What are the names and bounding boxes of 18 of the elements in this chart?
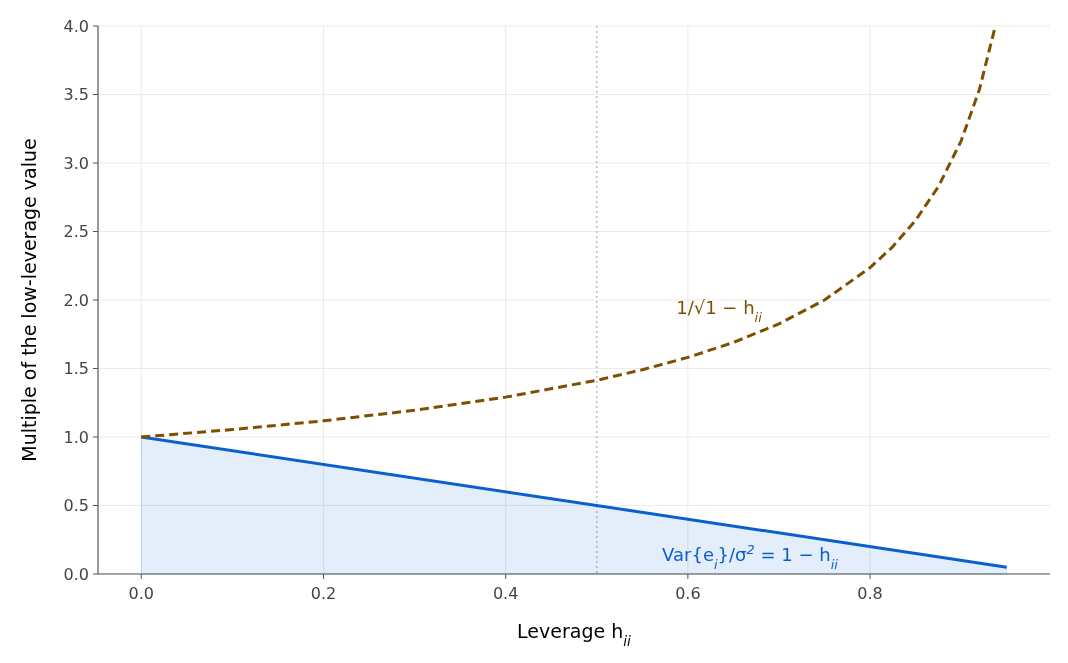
y-tick-label: 2.5 bbox=[63, 222, 89, 242]
x-tick-label: 0.4 bbox=[492, 584, 519, 603]
x-tick-label: 0.8 bbox=[857, 584, 883, 603]
y-tick-label: 1.5 bbox=[63, 359, 89, 379]
y-tick-label: 1.0 bbox=[63, 427, 89, 447]
y-axis-title: Multiple of the low-leverage value bbox=[18, 138, 40, 462]
y-tick-label: 0.0 bbox=[63, 564, 89, 584]
series-label: 1/√1 − h$_{ii}$ bbox=[676, 297, 763, 325]
x-axis-title: Leverage h$_{ii}$ bbox=[517, 620, 632, 649]
y-tick-label: 4.0 bbox=[63, 16, 89, 36]
x-tick-label: 0.0 bbox=[128, 584, 154, 603]
x-tick-label: 0.2 bbox=[310, 584, 337, 603]
y-tick-label: 3.0 bbox=[63, 153, 89, 173]
y-tick-label: 3.5 bbox=[63, 85, 89, 105]
y-tick-label: 0.5 bbox=[63, 496, 89, 516]
x-tick-label: 0.6 bbox=[675, 584, 701, 603]
series-label: Var{e$_{i}$}/σ$^{2}$ = 1 − h$_{ii}$ bbox=[662, 541, 839, 572]
y-tick-label: 2.0 bbox=[63, 290, 89, 310]
